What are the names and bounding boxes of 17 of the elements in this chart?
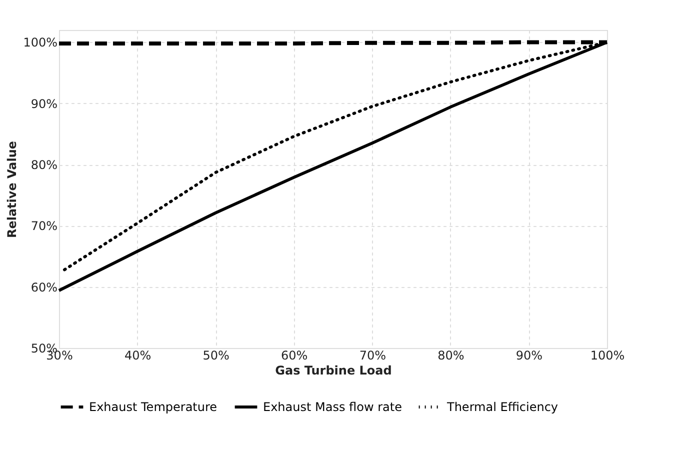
y-tick-label: 100% [23, 36, 58, 50]
x-tick-label: 90% [516, 348, 543, 362]
y-tick-label: 60% [30, 280, 58, 294]
y-axis-title: Relative Value [5, 140, 20, 238]
y-tick-label: 90% [30, 96, 58, 111]
x-tick-label: 50% [202, 348, 230, 362]
y-tick-label: 80% [30, 158, 58, 172]
y-tick-label: 70% [30, 219, 58, 234]
x-tick-label: 40% [124, 348, 152, 362]
x-tick-label: 70% [359, 348, 386, 362]
x-tick-label: 100% [590, 348, 625, 362]
x-tick-label: 80% [438, 348, 464, 362]
legend-label: Exhaust Mass flow rate [263, 400, 402, 414]
x-tick-label: 60% [281, 348, 308, 362]
legend-label: Exhaust Temperature [89, 400, 218, 414]
legend-label: Thermal Efficiency [446, 400, 558, 414]
x-axis-title: Gas Turbine Load [275, 364, 392, 378]
